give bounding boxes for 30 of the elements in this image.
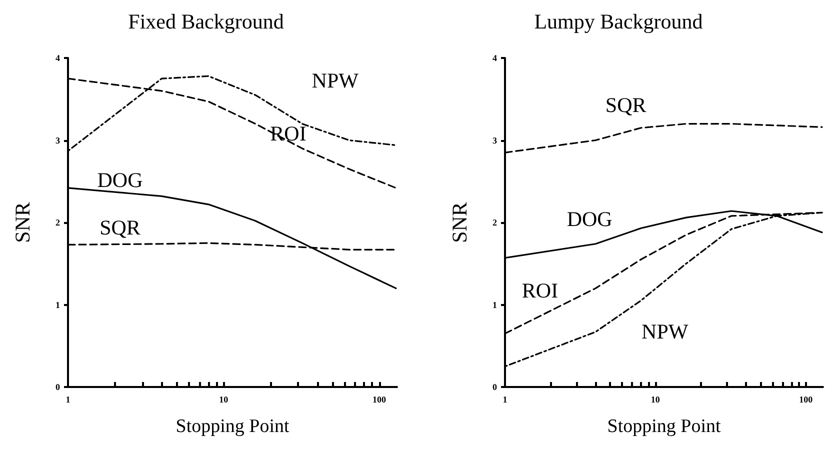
y-tick-label: 1: [56, 300, 60, 310]
y-tick-label: 1: [492, 300, 498, 310]
y-tick-label: 3: [492, 135, 498, 146]
y-tick-label: 0: [492, 382, 498, 392]
y-tick-label: 4: [492, 53, 498, 63]
series-label: NPW: [312, 68, 359, 92]
chart-title: Lumpy Background: [534, 10, 704, 34]
y-tick-label: 2: [56, 218, 60, 228]
x-tick-label: 10: [650, 394, 660, 404]
chart-title: Fixed Background: [128, 10, 284, 34]
x-tick-label: 10: [219, 394, 229, 404]
y-tick-label: 2: [492, 218, 498, 228]
x-axis-title: Stopping Point: [607, 416, 722, 437]
series-label: SQR: [100, 216, 140, 240]
series-label: ROI: [522, 278, 558, 303]
x-tick-label: 100: [799, 394, 814, 404]
y-axis-title: SNR: [448, 202, 472, 243]
x-tick-label: 1: [66, 394, 71, 404]
y-tick-label: 3: [56, 135, 60, 146]
x-tick-label: 100: [372, 394, 387, 404]
y-tick-label: 0: [56, 382, 60, 392]
x-tick-label: 1: [502, 394, 508, 404]
series-label: NPW: [642, 320, 688, 344]
y-axis-title: SNR: [10, 202, 34, 243]
series-label: SQR: [605, 92, 646, 117]
x-axis-title: Stopping Point: [176, 416, 290, 437]
series-label: ROI: [270, 121, 306, 146]
series-label: DOG: [566, 206, 612, 231]
y-tick-label: 4: [56, 53, 60, 63]
series-label: DOG: [97, 168, 143, 192]
